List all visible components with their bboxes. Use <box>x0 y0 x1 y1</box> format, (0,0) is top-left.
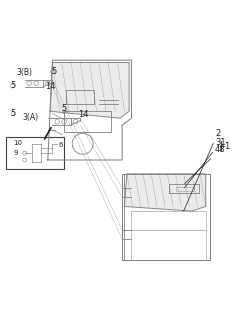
Text: 6: 6 <box>58 142 63 148</box>
Text: 5: 5 <box>11 109 16 118</box>
Text: 31: 31 <box>184 138 226 188</box>
Text: 3(B): 3(B) <box>16 68 32 77</box>
Bar <box>64 111 110 132</box>
Text: 10: 10 <box>13 140 22 146</box>
Bar <box>67 90 94 104</box>
Polygon shape <box>50 62 129 118</box>
Text: 2: 2 <box>184 129 220 211</box>
Text: 5: 5 <box>51 67 57 76</box>
Text: 14: 14 <box>46 82 56 91</box>
Text: 48: 48 <box>184 145 226 184</box>
Text: 1: 1 <box>224 141 230 151</box>
Text: 5: 5 <box>62 104 67 113</box>
Bar <box>6 137 64 169</box>
Polygon shape <box>125 174 206 211</box>
Text: 5: 5 <box>11 81 16 90</box>
Text: 9: 9 <box>13 149 17 156</box>
Text: 3(A): 3(A) <box>22 113 38 122</box>
Text: 14: 14 <box>78 110 89 119</box>
